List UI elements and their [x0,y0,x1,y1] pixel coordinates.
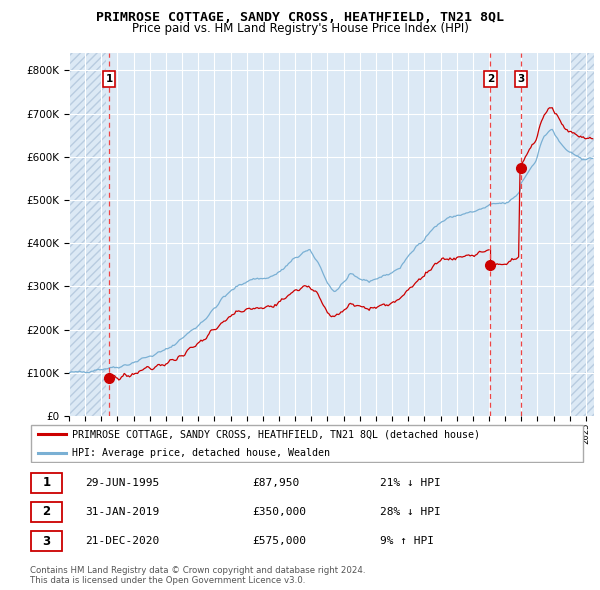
FancyBboxPatch shape [31,531,62,551]
Text: PRIMROSE COTTAGE, SANDY CROSS, HEATHFIELD, TN21 8QL (detached house): PRIMROSE COTTAGE, SANDY CROSS, HEATHFIEL… [71,430,479,440]
Text: 9% ↑ HPI: 9% ↑ HPI [380,536,434,546]
Text: Contains HM Land Registry data © Crown copyright and database right 2024.: Contains HM Land Registry data © Crown c… [30,566,365,575]
Text: £350,000: £350,000 [252,507,306,517]
Text: £575,000: £575,000 [252,536,306,546]
Text: PRIMROSE COTTAGE, SANDY CROSS, HEATHFIELD, TN21 8QL: PRIMROSE COTTAGE, SANDY CROSS, HEATHFIEL… [96,11,504,24]
Text: 28% ↓ HPI: 28% ↓ HPI [380,507,440,517]
Text: 29-JUN-1995: 29-JUN-1995 [86,477,160,487]
Text: £87,950: £87,950 [252,477,299,487]
Text: 21% ↓ HPI: 21% ↓ HPI [380,477,440,487]
FancyBboxPatch shape [31,425,583,461]
Text: 3: 3 [517,74,524,84]
Text: 31-JAN-2019: 31-JAN-2019 [86,507,160,517]
Text: This data is licensed under the Open Government Licence v3.0.: This data is licensed under the Open Gov… [30,576,305,585]
FancyBboxPatch shape [31,502,62,522]
Text: 2: 2 [43,505,50,519]
Text: 1: 1 [43,476,50,489]
Text: Price paid vs. HM Land Registry's House Price Index (HPI): Price paid vs. HM Land Registry's House … [131,22,469,35]
FancyBboxPatch shape [31,473,62,493]
Text: 1: 1 [106,74,113,84]
Text: HPI: Average price, detached house, Wealden: HPI: Average price, detached house, Weal… [71,448,329,458]
Text: 3: 3 [43,535,50,548]
Text: 21-DEC-2020: 21-DEC-2020 [86,536,160,546]
Text: 2: 2 [487,74,494,84]
